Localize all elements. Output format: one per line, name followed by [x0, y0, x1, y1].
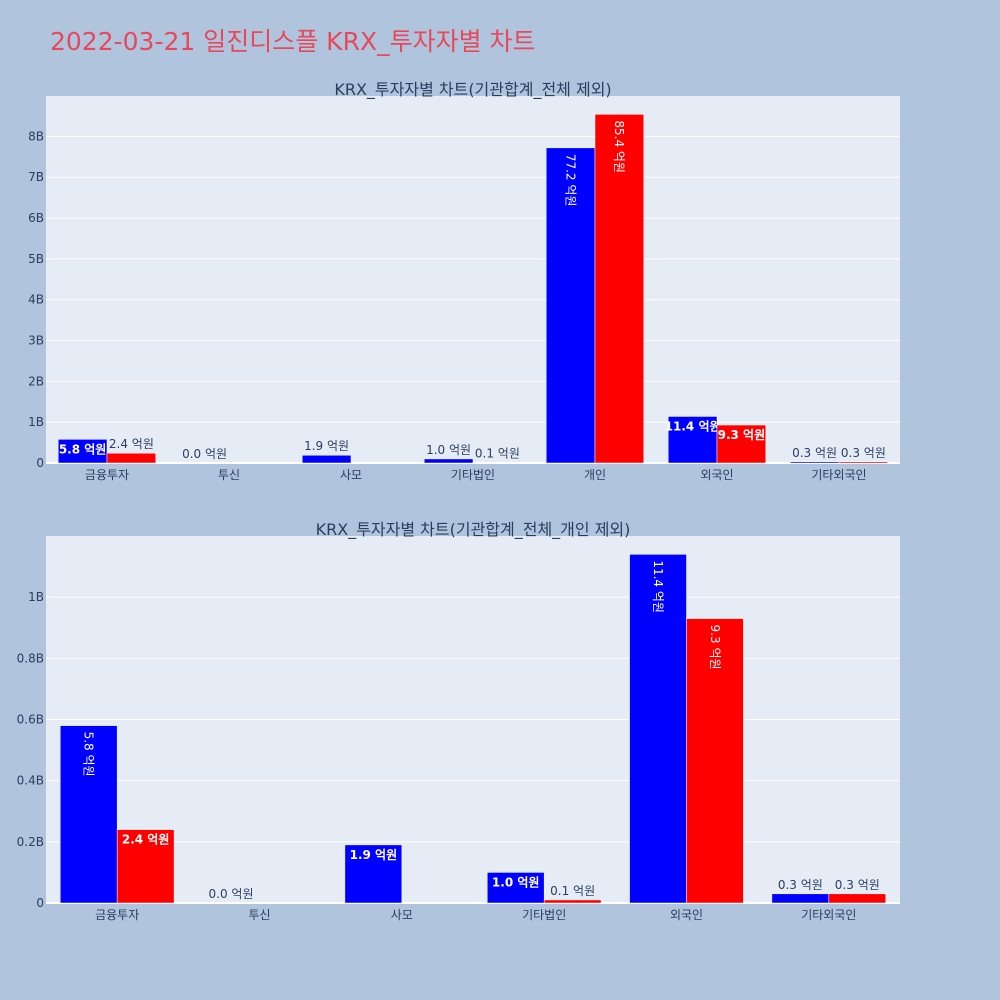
bar-sell [116, 829, 175, 904]
bar-buy [57, 439, 108, 464]
data-label: 0.0 억원 [209, 887, 254, 901]
x-tick-label: 기타외국인 [811, 468, 866, 482]
data-label: 2.4 억원 [122, 833, 170, 847]
y-tick-label: 0.4B [17, 774, 44, 788]
data-label: 9.3 억원 [718, 428, 766, 442]
x-tick-label: 기타법인 [451, 468, 495, 482]
x-tick-label: 사모 [340, 468, 362, 482]
bar-sell [686, 618, 744, 904]
data-label: 5.8 억원 [81, 732, 95, 777]
data-label: 85.4 억원 [612, 120, 626, 173]
chart-investor-all: 0 1B 2B 3B 4B 5B 6B 7B 8B KRX_투자자별 차트(기관합계_전체 제외)… [28, 80, 900, 482]
x-tick-label: 외국인 [670, 908, 703, 922]
bar-sell [828, 893, 887, 904]
bar-sell [543, 899, 602, 904]
x-tick-label: 기타법인 [522, 908, 566, 922]
data-label: 1.9 억원 [350, 848, 398, 862]
x-tick-label: 투신 [248, 908, 270, 922]
bar-buy [545, 147, 596, 464]
x-tick-label: 금융투자 [95, 908, 139, 922]
data-label: 5.8 억원 [59, 442, 107, 456]
y-tick-label: 0.6B [17, 713, 44, 727]
data-label: 0.3 억원 [792, 446, 837, 460]
data-label: 1.9 억원 [304, 439, 349, 453]
bar-sell [594, 114, 645, 464]
y-tick-label: 0.8B [17, 651, 44, 665]
bar-sell [838, 461, 889, 464]
x-tick-label: 금융투자 [85, 468, 129, 482]
data-label: 0.0 억원 [182, 447, 227, 461]
data-label: 0.3 억원 [841, 446, 886, 460]
y-tick-label: 3B [28, 334, 44, 348]
y-tick-label: 7B [28, 170, 44, 184]
data-label: 11.4 억원 [651, 560, 665, 613]
x-tick-label: 기타외국인 [801, 908, 856, 922]
y-tick-label: 5B [28, 252, 44, 266]
bar-sell [106, 452, 157, 464]
x-tick-label: 개인 [584, 468, 606, 482]
data-label: 77.2 억원 [563, 154, 577, 207]
x-tick-label: 외국인 [700, 468, 733, 482]
plot-area [46, 96, 900, 463]
bar-buy [667, 416, 718, 464]
y-tick-label: 8B [28, 129, 44, 143]
x-tick-label: 사모 [391, 908, 413, 922]
data-label: 0.3 억원 [778, 878, 823, 892]
data-label: 0.1 억원 [550, 884, 595, 898]
page-title: 2022-03-21 일진디스플 KRX_투자자별 차트 [50, 27, 536, 56]
bar-buy [629, 554, 687, 904]
y-tick-label: 1B [28, 590, 44, 604]
y-tick-label: 0.2B [17, 835, 44, 849]
y-tick-label: 2B [28, 374, 44, 388]
data-label: 0.1 억원 [475, 447, 520, 461]
data-label: 11.4 억원 [665, 419, 721, 433]
bar-sell [716, 424, 767, 464]
data-label: 1.0 억원 [492, 875, 540, 889]
data-label: 9.3 억원 [708, 625, 722, 670]
data-label: 1.0 억원 [426, 443, 471, 457]
y-tick-label: 1B [28, 415, 44, 429]
data-label: 0.3 억원 [835, 878, 880, 892]
x-tick-label: 투신 [218, 468, 240, 482]
bar-buy [59, 725, 118, 904]
y-tick-label: 0 [36, 896, 44, 910]
y-tick-label: 6B [28, 211, 44, 225]
data-label: 2.4 억원 [109, 437, 154, 451]
y-tick-label: 0 [36, 456, 44, 470]
chart-title: KRX_투자자별 차트(기관합계_전체_개인 제외) [316, 520, 631, 540]
bar-buy [771, 893, 830, 904]
bar-buy [423, 458, 474, 464]
chart-title: KRX_투자자별 차트(기관합계_전체 제외) [334, 80, 611, 100]
bar-buy [486, 872, 545, 904]
bar-buy [344, 844, 403, 904]
y-tick-label: 4B [28, 293, 44, 307]
bar-buy [301, 454, 352, 464]
